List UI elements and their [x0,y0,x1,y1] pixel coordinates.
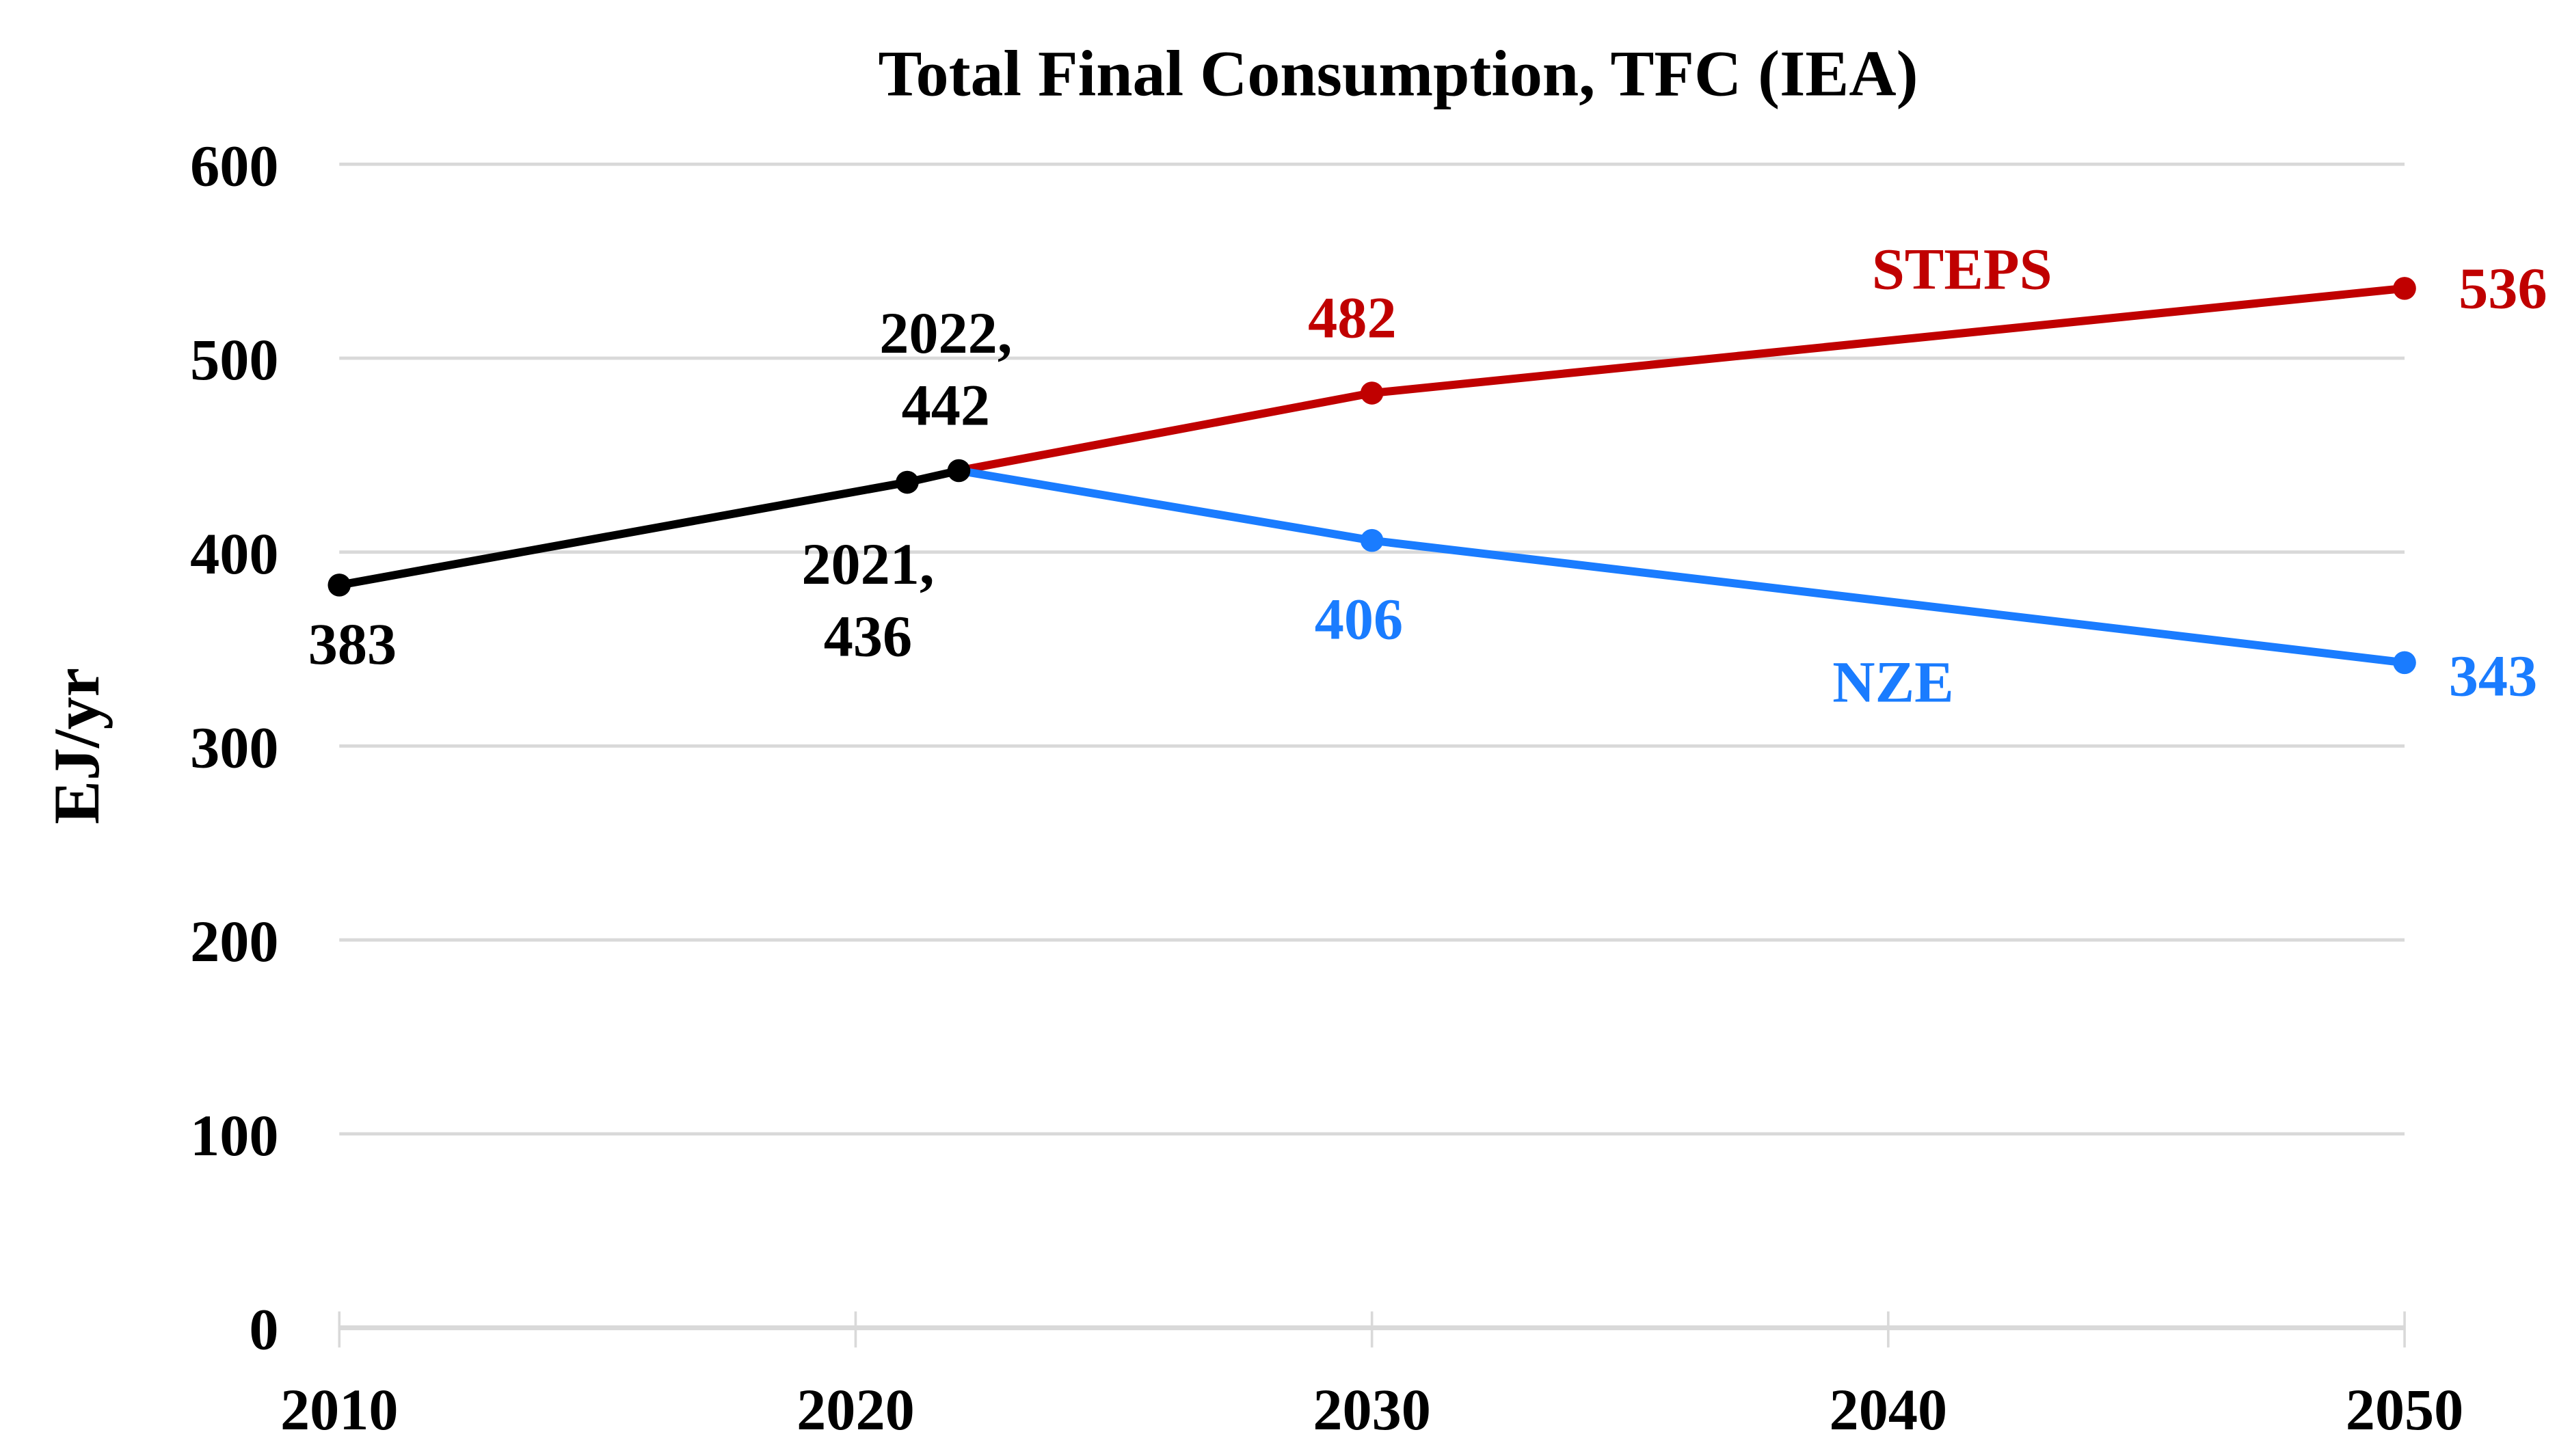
data-point [327,574,351,597]
x-tick-label: 2040 [1830,1377,1948,1442]
y-tick-label: 400 [190,521,278,587]
data-label: 406 [1315,586,1403,651]
data-point [1360,528,1384,552]
data-label: 482 [1308,285,1396,351]
y-tick-label: 300 [190,715,278,781]
y-tick-label: 100 [190,1103,278,1168]
data-label: 2021, [801,531,934,597]
chart-title: Total Final Consumption, TFC (IEA) [878,38,1918,110]
x-tick-label: 2010 [280,1377,399,1442]
series-line-steps [958,284,2405,475]
y-tick-label: 0 [249,1297,278,1362]
data-label: 2022, [879,300,1012,366]
data-label: 383 [308,611,397,677]
y-axis-label: EJ/yr [40,668,113,824]
legend-label-steps: STEPS [1872,236,2052,301]
data-point [947,459,971,483]
data-label: 436 [824,604,912,669]
x-tick-label: 2030 [1313,1377,1431,1442]
legend-label-nze: NZE [1832,649,1953,715]
data-point [2393,277,2416,300]
data-label: 343 [2449,643,2537,708]
y-tick-label: 600 [190,133,278,198]
data-point [1360,381,1384,405]
y-tick-label: 200 [190,908,278,974]
x-tick-label: 2050 [2346,1377,2464,1442]
y-tick-label: 500 [190,327,278,392]
data-point [2393,651,2416,675]
data-label: 536 [2459,256,2547,321]
x-tick-label: 2020 [796,1377,915,1442]
series-line-nze [958,466,2405,667]
data-label: 442 [902,372,990,437]
data-point [896,470,919,494]
